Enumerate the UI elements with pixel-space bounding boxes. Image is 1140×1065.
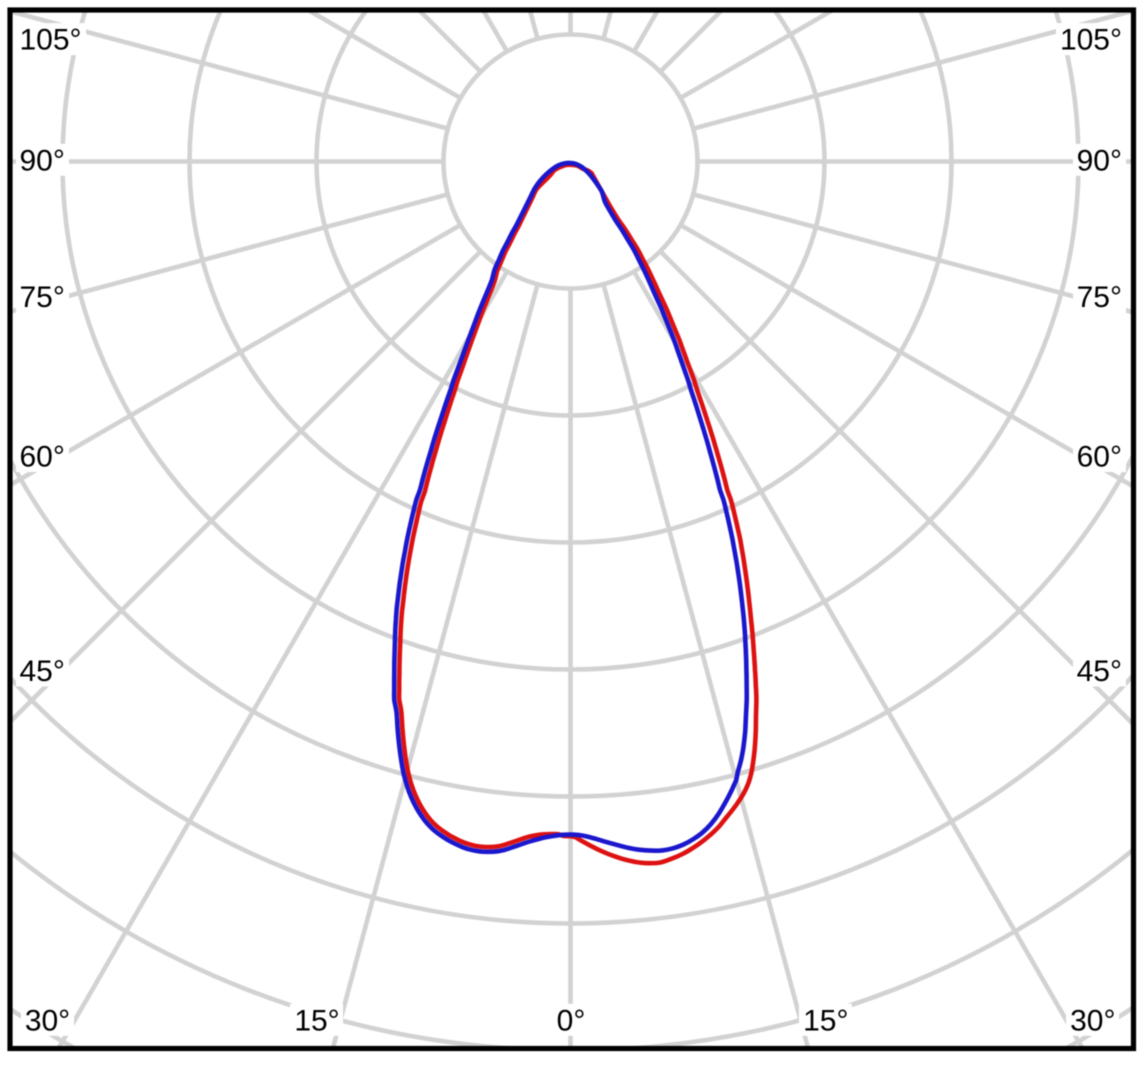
svg-text:90°: 90° [1077,144,1122,177]
svg-text:60°: 60° [1077,441,1122,474]
svg-text:45°: 45° [20,655,65,688]
svg-text:60°: 60° [20,441,65,474]
svg-text:15°: 15° [294,1004,339,1037]
svg-text:75°: 75° [1077,281,1122,314]
svg-text:105°: 105° [1060,24,1122,57]
svg-text:30°: 30° [1070,1004,1115,1037]
svg-text:45°: 45° [1077,655,1122,688]
svg-text:30°: 30° [25,1004,70,1037]
svg-text:105°: 105° [20,24,82,57]
svg-text:75°: 75° [20,281,65,314]
svg-text:15°: 15° [803,1004,848,1037]
svg-text:0°: 0° [557,1004,586,1037]
svg-text:90°: 90° [20,144,65,177]
